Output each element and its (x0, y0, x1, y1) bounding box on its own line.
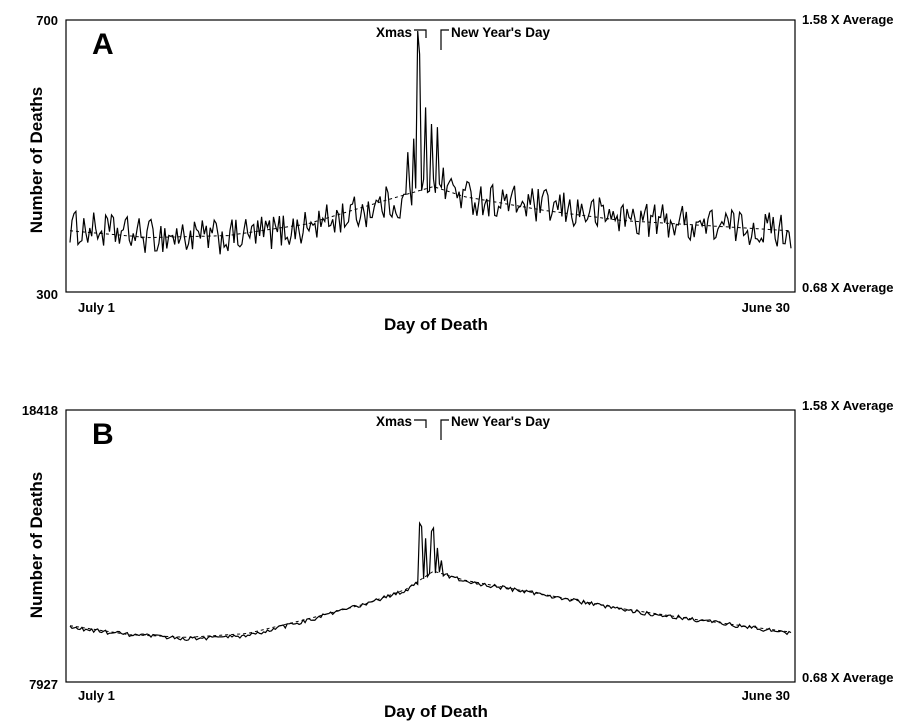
trend-line-dashed (69, 186, 790, 239)
x-tick-start: July 1 (78, 688, 115, 703)
new-year-bracket (440, 29, 449, 50)
panel-letter: B (92, 418, 114, 451)
y-tick-bottom: 300 (36, 287, 58, 302)
panel-letter: A (92, 28, 114, 61)
panel-a: A 700 300 1.58 X Average 0.68 X Average … (27, 12, 894, 334)
series-layer (69, 30, 792, 255)
new-year-annotation: New Year's Day (451, 25, 551, 40)
plot-area-frame (65, 19, 796, 293)
x-axis-title: Day of Death (384, 315, 488, 334)
x-tick-start: July 1 (78, 300, 115, 315)
series-layer (69, 521, 792, 642)
x-tick-end: June 30 (742, 688, 790, 703)
xmas-bracket (414, 29, 427, 38)
plot-area-frame (65, 409, 796, 683)
daily-deaths-line (69, 30, 792, 255)
right-axis-bottom-label: 0.68 X Average (802, 280, 894, 295)
y-tick-top: 700 (36, 13, 58, 28)
trend-line-dashed (69, 570, 790, 638)
x-axis-title: Day of Death (384, 702, 488, 721)
y-tick-bottom: 7927 (29, 677, 58, 692)
xmas-bracket (414, 419, 427, 428)
right-axis-top-label: 1.58 X Average (802, 398, 894, 413)
daily-deaths-line (69, 521, 792, 642)
x-tick-end: June 30 (742, 300, 790, 315)
y-tick-top: 18418 (22, 403, 58, 418)
new-year-bracket (440, 419, 449, 440)
new-year-annotation: New Year's Day (451, 414, 551, 429)
xmas-annotation: Xmas (376, 25, 412, 40)
y-axis-title: Number of Deaths (27, 87, 46, 233)
y-axis-title: Number of Deaths (27, 472, 46, 618)
right-axis-top-label: 1.58 X Average (802, 12, 894, 27)
xmas-annotation: Xmas (376, 414, 412, 429)
right-axis-bottom-label: 0.68 X Average (802, 670, 894, 685)
panel-b: B 18418 7927 1.58 X Average 0.68 X Avera… (22, 398, 894, 721)
